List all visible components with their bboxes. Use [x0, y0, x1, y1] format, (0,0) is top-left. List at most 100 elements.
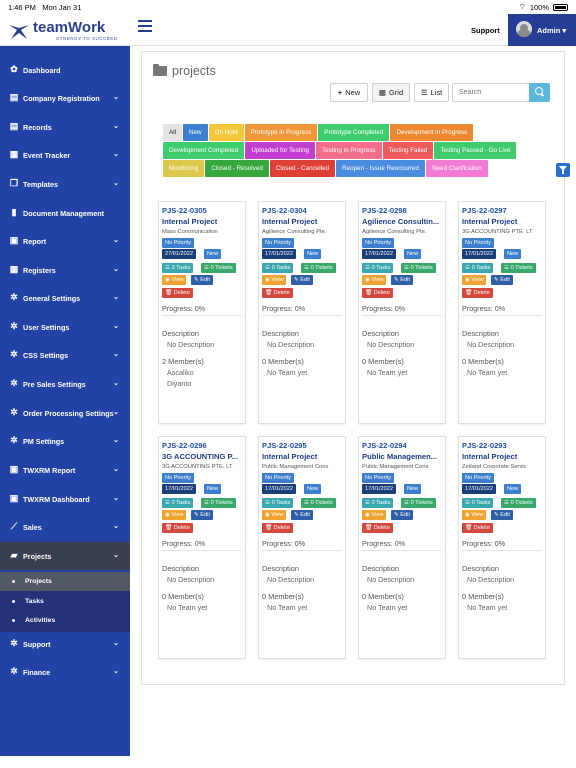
delete-button[interactable]: 🗑 Delete: [362, 288, 393, 298]
tickets-badge[interactable]: ☰ 0 Tickets: [501, 498, 536, 508]
sidebar-item-user-settings[interactable]: ✲ User Settings ⌄: [0, 313, 130, 341]
sidebar-item-twxrm-report[interactable]: ▣ TWXRM Report ⌄: [0, 456, 130, 484]
sidebar-item-pm-settings[interactable]: ✲ PM Settings ⌄: [0, 427, 130, 455]
project-code-link[interactable]: PJS-22-0304: [262, 206, 307, 215]
filter-chip-uploaded-for-testing[interactable]: Uploaded for Testing: [245, 142, 315, 159]
description-text: No Description: [167, 575, 215, 584]
sidebar-item-projects[interactable]: ▰ Projects ⌄: [0, 542, 130, 570]
logo[interactable]: teamWork SYNERGY TO SUCCEED: [7, 18, 129, 44]
delete-button[interactable]: 🗑 Delete: [262, 288, 293, 298]
search-input[interactable]: [452, 83, 530, 102]
edit-button[interactable]: ✎ Edit: [291, 275, 313, 285]
filter-chip-testing-failed[interactable]: Testing Failed: [382, 142, 434, 159]
menu-toggle-icon[interactable]: [138, 20, 152, 32]
filter-chip-testing-in-progress[interactable]: Testing in Progress: [315, 142, 382, 159]
sidebar-subitem-tasks[interactable]: Tasks: [0, 592, 130, 611]
grid-view-button[interactable]: ▦ Grid: [372, 83, 410, 102]
sidebar-item-support[interactable]: ✲ Support ⌄: [0, 630, 130, 658]
project-code-link[interactable]: PJS-22-0298: [362, 206, 407, 215]
tickets-badge[interactable]: ☰ 0 Tickets: [301, 498, 336, 508]
tasks-badge[interactable]: ☰ 0 Tasks: [262, 263, 294, 273]
edit-button[interactable]: ✎ Edit: [391, 510, 413, 520]
sidebar-item-order-processing-settings[interactable]: ✲ Order Processing Settings ⌄: [0, 399, 130, 427]
filter-chip-all[interactable]: All: [163, 124, 182, 141]
sidebar-item-finance[interactable]: ✲ Finance ⌄: [0, 658, 130, 686]
sidebar-subitem-projects[interactable]: Projects: [0, 572, 130, 591]
filter-chip-prototype-in-progress[interactable]: Prototype in Progress: [244, 124, 318, 141]
view-button[interactable]: ◉ View: [462, 510, 487, 520]
sidebar-item-css-settings[interactable]: ✲ CSS Settings ⌄: [0, 341, 130, 369]
view-button[interactable]: ◉ View: [362, 510, 387, 520]
filter-chip-on-hold[interactable]: On Hold: [208, 124, 244, 141]
filter-chip-closed-cancelled[interactable]: Closed - Cancelled: [269, 160, 336, 177]
sidebar-item-records[interactable]: ▤ Records ⌄: [0, 113, 130, 141]
tickets-badge[interactable]: ☰ 0 Tickets: [201, 263, 236, 273]
filter-chip-reopen-issue-reoccurred[interactable]: Reopen - Issue Reoccurred: [336, 160, 426, 177]
tickets-badge[interactable]: ☰ 0 Tickets: [201, 498, 236, 508]
filter-chip-need-clarification[interactable]: Need Clarification: [426, 160, 488, 177]
delete-button[interactable]: 🗑 Delete: [462, 523, 493, 533]
filter-funnel-icon[interactable]: [556, 163, 570, 177]
tasks-badge[interactable]: ☰ 0 Tasks: [362, 498, 394, 508]
edit-button[interactable]: ✎ Edit: [191, 275, 213, 285]
filter-chip-closed-resolved[interactable]: Closed - Resolved: [205, 160, 269, 177]
view-button[interactable]: ◉ View: [262, 275, 287, 285]
sidebar-item-templates[interactable]: ❐ Templates ⌄: [0, 170, 130, 198]
new-button[interactable]: + New: [330, 83, 368, 102]
tickets-badge[interactable]: ☰ 0 Tickets: [301, 263, 336, 273]
filter-chip-development-in-progress[interactable]: Development in Progress: [390, 124, 474, 141]
tickets-badge[interactable]: ☰ 0 Tickets: [501, 263, 536, 273]
delete-button[interactable]: 🗑 Delete: [262, 523, 293, 533]
project-code-link[interactable]: PJS-22-0294: [362, 441, 407, 450]
search-icon[interactable]: [529, 83, 550, 102]
sidebar-subitem-activities[interactable]: Activities: [0, 611, 130, 630]
filter-chip-testing-passed-go-live[interactable]: Testing Passed - Go Live: [434, 142, 517, 159]
sidebar-item-dashboard[interactable]: ✿ Dashboard: [0, 56, 130, 84]
project-code-link[interactable]: PJS-22-0296: [162, 441, 207, 450]
sidebar-item-sales[interactable]: ⟋ Sales ⌄: [0, 513, 130, 541]
delete-button[interactable]: 🗑 Delete: [162, 288, 193, 298]
edit-button[interactable]: ✎ Edit: [391, 275, 413, 285]
support-link[interactable]: Support: [471, 26, 500, 35]
view-button[interactable]: ◉ View: [162, 275, 187, 285]
user-menu[interactable]: Admin ▾: [508, 14, 576, 46]
tickets-badge[interactable]: ☰ 0 Tickets: [401, 263, 436, 273]
view-button[interactable]: ◉ View: [462, 275, 487, 285]
sidebar-item-registers[interactable]: ▦ Registers ⌄: [0, 256, 130, 284]
gear-icon: ✲: [10, 292, 18, 302]
members-count: 2 Member(s): [162, 357, 204, 366]
tickets-badge[interactable]: ☰ 0 Tickets: [401, 498, 436, 508]
project-code-link[interactable]: PJS-22-0293: [462, 441, 507, 450]
sidebar-item-company-registration[interactable]: ▤ Company Registration ⌄: [0, 84, 130, 112]
tasks-badge[interactable]: ☰ 0 Tasks: [262, 498, 294, 508]
sidebar-item-twxrm-dashboard[interactable]: ▣ TWXRM Dashboard ⌄: [0, 485, 130, 513]
sidebar-item-report[interactable]: ▣ Report ⌄: [0, 227, 130, 255]
project-code-link[interactable]: PJS-22-0297: [462, 206, 507, 215]
sidebar-item-pre-sales-settings[interactable]: ✲ Pre Sales Settings ⌄: [0, 370, 130, 398]
delete-button[interactable]: 🗑 Delete: [362, 523, 393, 533]
delete-button[interactable]: 🗑 Delete: [462, 288, 493, 298]
delete-button[interactable]: 🗑 Delete: [162, 523, 193, 533]
sidebar-item-event-tracker[interactable]: ▦ Event Tracker ⌄: [0, 141, 130, 169]
sidebar-item-general-settings[interactable]: ✲ General Settings ⌄: [0, 284, 130, 312]
filter-chip-new[interactable]: New: [183, 124, 208, 141]
filter-chip-monitoring[interactable]: Monitoring: [163, 160, 205, 177]
edit-button[interactable]: ✎ Edit: [291, 510, 313, 520]
view-button[interactable]: ◉ View: [262, 510, 287, 520]
edit-button[interactable]: ✎ Edit: [491, 275, 513, 285]
list-view-button[interactable]: ☰ List: [414, 83, 449, 102]
tasks-badge[interactable]: ☰ 0 Tasks: [462, 498, 494, 508]
sidebar-item-document-management[interactable]: ▮ Document Management: [0, 199, 130, 227]
project-code-link[interactable]: PJS-22-0295: [262, 441, 307, 450]
view-button[interactable]: ◉ View: [162, 510, 187, 520]
edit-button[interactable]: ✎ Edit: [491, 510, 513, 520]
tasks-badge[interactable]: ☰ 0 Tasks: [162, 498, 194, 508]
filter-chip-prototype-completed[interactable]: Prototype Completed: [318, 124, 390, 141]
tasks-badge[interactable]: ☰ 0 Tasks: [462, 263, 494, 273]
edit-button[interactable]: ✎ Edit: [191, 510, 213, 520]
view-button[interactable]: ◉ View: [362, 275, 387, 285]
filter-chip-development-completed[interactable]: Development Completed: [163, 142, 245, 159]
project-code-link[interactable]: PJS-22-0305: [162, 206, 207, 215]
tasks-badge[interactable]: ☰ 3 Tasks: [162, 263, 194, 273]
tasks-badge[interactable]: ☰ 0 Tasks: [362, 263, 394, 273]
